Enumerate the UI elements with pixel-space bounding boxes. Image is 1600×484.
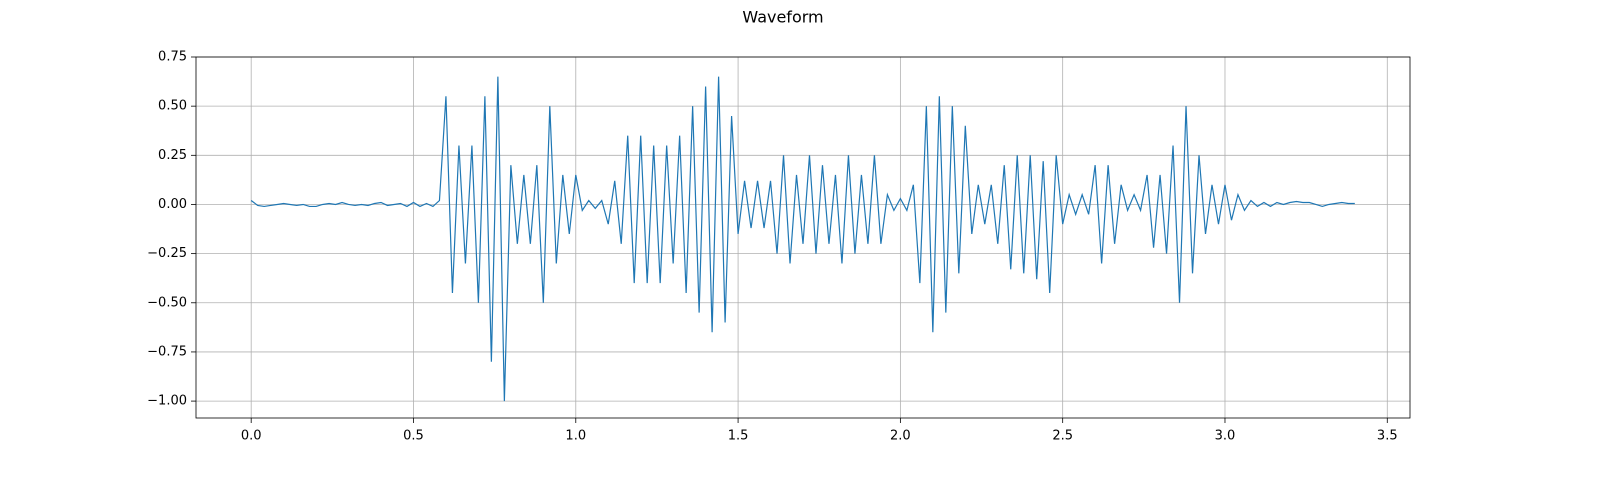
y-tick-label: −0.75	[147, 344, 187, 359]
x-tick-label: 1.0	[565, 429, 586, 444]
x-tick-label: 2.0	[890, 429, 911, 444]
y-tick-label: 0.25	[158, 148, 187, 163]
y-tick-label: −0.50	[147, 295, 187, 310]
x-tick-label: 0.5	[403, 429, 424, 444]
chart-title: Waveform	[742, 8, 823, 27]
y-tick-label: −1.00	[147, 394, 187, 409]
plot-frame	[195, 56, 1411, 419]
waveform-line	[250, 76, 1355, 402]
y-tick-label: 0.00	[158, 197, 187, 212]
x-tick-label: 2.5	[1052, 429, 1073, 444]
y-tick-label: 0.75	[158, 50, 187, 65]
x-tick-label: 1.5	[728, 429, 749, 444]
x-tick-label: 3.5	[1377, 429, 1398, 444]
x-tick-label: 0.0	[241, 429, 262, 444]
x-tick-label: 3.0	[1215, 429, 1236, 444]
y-tick-label: −0.25	[147, 246, 187, 261]
y-tick-label: 0.50	[158, 99, 187, 114]
